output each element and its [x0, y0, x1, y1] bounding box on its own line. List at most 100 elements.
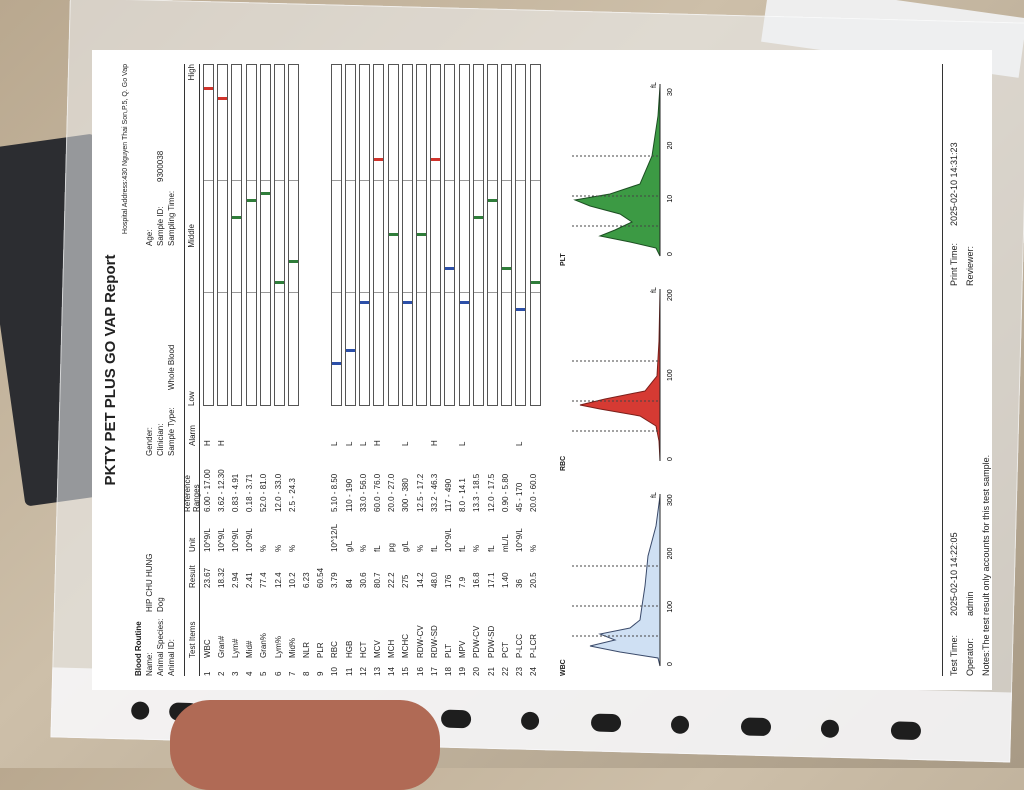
range-divider — [488, 291, 497, 293]
row-result: 80.7 — [372, 572, 382, 588]
range-bar-box — [274, 64, 285, 406]
operator-label: Operator: — [965, 637, 975, 676]
histogram-plot: 0 100 200 fL — [572, 287, 674, 462]
range-divider — [417, 179, 426, 181]
range-bar — [316, 64, 326, 406]
row-unit: % — [273, 544, 283, 552]
range-divider — [260, 291, 270, 293]
range-divider — [374, 291, 384, 293]
row-test-item: PDW-CV — [472, 625, 482, 658]
clinician-label: Clinician: — [156, 423, 165, 456]
range-bar-box — [444, 64, 456, 406]
row-alarm: L — [514, 441, 524, 446]
table-row: 18 PLT 176 10^9/L 117 - 490 — [441, 64, 456, 676]
range-bar — [344, 64, 356, 406]
table-row: 11 HGB 84 g/L 110 - 190 L — [342, 64, 356, 676]
row-result: 3.79 — [330, 572, 340, 588]
row-number: 18 — [443, 667, 453, 676]
histogram-curve — [579, 290, 661, 462]
table-row: 12 HCT 30.6% 33.0 - 56.0 L — [356, 64, 371, 676]
range-bar-box — [430, 64, 442, 406]
row-test-item: RDW-CV — [415, 625, 425, 658]
row-result: 2.94 — [230, 572, 240, 588]
row-result: 84 — [344, 579, 354, 588]
histogram-plot: 0 100 200 300 fL — [572, 492, 674, 667]
range-bar — [500, 64, 513, 406]
histogram-curve — [589, 495, 661, 667]
row-number: 23 — [514, 667, 524, 676]
row-result: 10.2 — [287, 572, 297, 588]
histogram-title: WBC — [560, 659, 567, 676]
histogram-unit: fL — [651, 82, 658, 88]
range-bar — [202, 64, 214, 406]
row-unit: fL — [486, 545, 496, 552]
range-divider — [246, 291, 256, 293]
range-marker — [530, 280, 540, 284]
range-bar — [245, 64, 257, 406]
range-marker — [331, 362, 341, 366]
sample-id-value: 9300038 — [156, 150, 165, 182]
range-bar-box — [401, 64, 413, 406]
test-time-value: 2025-02-10 14:22:05 — [949, 532, 959, 616]
range-bar-box — [529, 64, 541, 406]
histogram-tick-label: 100 — [667, 369, 674, 381]
row-unit: 10^9/L — [216, 528, 226, 552]
row-reference: 52.0 - 81.0 — [259, 473, 269, 512]
row-number: 4 — [245, 671, 255, 676]
range-bar — [529, 64, 541, 406]
row-number: 16 — [415, 667, 425, 676]
row-result: 60.54 — [316, 567, 326, 588]
row-number: 3 — [230, 671, 240, 676]
table-row: 3 Lym# 2.94 10^9/L 0.83 - 4.91 — [228, 64, 243, 676]
row-number: 8 — [301, 671, 311, 676]
row-reference: 12.0 - 33.0 — [273, 473, 283, 512]
range-divider — [502, 179, 512, 181]
row-number: 1 — [202, 671, 212, 676]
col-range-scale: Low Middle High — [187, 64, 197, 406]
sample-type-value: Whole Blood — [167, 344, 176, 390]
row-reference: 33.0 - 56.0 — [358, 473, 368, 512]
range-divider — [431, 291, 441, 293]
table-row: 22 PCT 1.40 mL/L 0.90 - 5.80 — [498, 64, 513, 676]
row-number: 5 — [259, 671, 269, 676]
table-row: 19 MPV 7.9 fL 8.0 - 14.1 L — [456, 64, 470, 676]
row-reference: 110 - 190 — [344, 478, 354, 512]
histogram-unit: fL — [651, 287, 658, 293]
range-marker — [360, 301, 370, 304]
row-number: 14 — [387, 667, 397, 676]
print-time-label: Print Time: — [949, 242, 959, 286]
punch-hole — [520, 711, 540, 731]
sampling-time-label: Sampling Time: — [167, 190, 176, 246]
table-row: 16 RDW-CV 14.2% 12.5 - 17.2 — [413, 64, 427, 676]
range-bar — [401, 64, 413, 406]
range-divider — [232, 291, 242, 293]
histogram-tick-label: 20 — [667, 141, 674, 149]
table-row: 20 PDW-CV 16.8% 13.3 - 18.5 — [470, 64, 484, 676]
range-bar — [358, 64, 371, 406]
table-row: 4 Mid# 2.41 10^9/L 0.18 - 3.71 — [243, 64, 257, 676]
row-number: 11 — [344, 667, 354, 676]
range-bar — [458, 64, 470, 406]
col-reference: Reference Ranges — [183, 475, 201, 512]
range-bar — [301, 64, 311, 406]
range-bar — [415, 64, 427, 406]
range-marker — [289, 260, 299, 264]
col-middle: Middle — [187, 224, 196, 248]
row-reference: 8.0 - 14.1 — [458, 478, 468, 512]
range-marker — [459, 301, 469, 304]
row-result: 36 — [514, 579, 524, 588]
row-number: 21 — [486, 667, 496, 676]
range-bar-box — [487, 64, 498, 406]
row-alarm: H — [216, 440, 226, 446]
row-result: 17.1 — [486, 572, 496, 588]
range-divider — [402, 179, 412, 181]
range-divider — [218, 291, 228, 293]
table-row: 7 Mid% 10.2% 2.5 - 24.3 — [285, 64, 300, 676]
operator-value: admin — [965, 591, 975, 616]
range-bar-box — [217, 64, 229, 406]
results-table-header: Test Items Result Unit Reference Ranges … — [183, 64, 201, 676]
row-number: 7 — [287, 671, 297, 676]
row-reference: 117 - 490 — [443, 478, 453, 512]
species-value: Dog — [156, 597, 165, 612]
range-divider — [473, 291, 483, 293]
